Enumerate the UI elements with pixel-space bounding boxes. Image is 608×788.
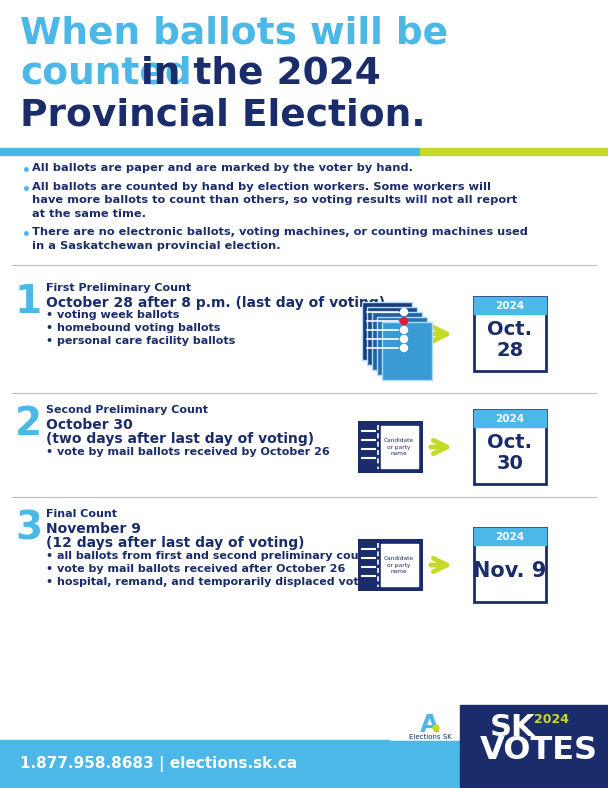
Text: • vote by mail ballots received by October 26: • vote by mail ballots received by Octob… <box>46 447 330 457</box>
Text: First Preliminary Count: First Preliminary Count <box>46 283 191 293</box>
Text: • all ballots from first and second preliminary counts: • all ballots from first and second prel… <box>46 551 378 561</box>
Text: in the 2024: in the 2024 <box>128 55 381 91</box>
Text: Second Preliminary Count: Second Preliminary Count <box>46 405 208 415</box>
Text: Candidate
or party
name: Candidate or party name <box>384 556 414 574</box>
Bar <box>420 148 608 155</box>
FancyBboxPatch shape <box>474 528 546 602</box>
Text: Elections SK: Elections SK <box>409 734 451 740</box>
Text: (two days after last day of voting): (two days after last day of voting) <box>46 432 314 446</box>
Text: SK: SK <box>490 713 536 742</box>
Text: •: • <box>22 164 31 178</box>
FancyBboxPatch shape <box>372 312 422 370</box>
Text: • personal care facility ballots: • personal care facility ballots <box>46 336 235 346</box>
FancyBboxPatch shape <box>358 539 423 591</box>
Text: There are no electronic ballots, voting machines, or counting machines used
in a: There are no electronic ballots, voting … <box>32 227 528 251</box>
Text: • vote by mail ballots received after October 26: • vote by mail ballots received after Oc… <box>46 564 345 574</box>
Text: •: • <box>22 228 31 242</box>
Text: Final Count: Final Count <box>46 509 117 519</box>
Bar <box>381 426 418 468</box>
Text: counted: counted <box>20 55 192 91</box>
Circle shape <box>401 308 407 315</box>
FancyBboxPatch shape <box>474 410 546 484</box>
FancyBboxPatch shape <box>358 421 423 473</box>
Text: Oct.
28: Oct. 28 <box>488 320 533 360</box>
Text: Nov. 9: Nov. 9 <box>473 561 547 581</box>
Text: (12 days after last day of voting): (12 days after last day of voting) <box>46 536 305 550</box>
Bar <box>474 410 546 427</box>
Circle shape <box>401 326 407 333</box>
Text: October 28 after 8 p.m. (last day of voting): October 28 after 8 p.m. (last day of vot… <box>46 296 385 310</box>
FancyBboxPatch shape <box>474 297 546 371</box>
Text: Candidate
or party
name: Candidate or party name <box>384 438 414 455</box>
Text: Provincial Election.: Provincial Election. <box>20 97 426 133</box>
Text: October 30: October 30 <box>46 418 133 432</box>
Text: 1: 1 <box>15 283 42 321</box>
Text: 2: 2 <box>15 405 42 443</box>
FancyBboxPatch shape <box>377 317 427 375</box>
Bar <box>474 297 546 314</box>
Bar <box>0 148 420 155</box>
Polygon shape <box>390 700 608 740</box>
Bar <box>460 705 608 788</box>
Circle shape <box>401 344 407 351</box>
Bar <box>474 528 546 545</box>
Text: All ballots are counted by hand by election workers. Some workers will
have more: All ballots are counted by hand by elect… <box>32 181 517 219</box>
Text: All ballots are paper and are marked by the voter by hand.: All ballots are paper and are marked by … <box>32 163 413 173</box>
Text: • voting week ballots: • voting week ballots <box>46 310 179 320</box>
Text: 2024: 2024 <box>496 531 525 541</box>
Text: 3: 3 <box>15 509 42 547</box>
Text: 2024: 2024 <box>496 414 525 423</box>
Text: • homebound voting ballots: • homebound voting ballots <box>46 323 220 333</box>
Text: 1.877.958.8683 | elections.sk.ca: 1.877.958.8683 | elections.sk.ca <box>20 756 297 772</box>
Text: VOTES: VOTES <box>480 735 598 766</box>
Text: 2024: 2024 <box>496 300 525 310</box>
Text: 2024: 2024 <box>534 713 569 726</box>
FancyBboxPatch shape <box>362 302 412 360</box>
Text: When ballots will be: When ballots will be <box>20 15 448 51</box>
Text: •: • <box>22 183 31 196</box>
FancyBboxPatch shape <box>382 322 432 380</box>
FancyBboxPatch shape <box>367 307 417 365</box>
Circle shape <box>401 318 407 325</box>
Text: • hospital, remand, and temporarily displaced voter ballots: • hospital, remand, and temporarily disp… <box>46 577 418 587</box>
Text: Oct.
30: Oct. 30 <box>488 433 533 473</box>
Bar <box>0 740 608 788</box>
Text: A: A <box>420 713 440 737</box>
Circle shape <box>401 336 407 343</box>
Bar <box>381 544 418 586</box>
Circle shape <box>433 725 439 731</box>
Text: November 9: November 9 <box>46 522 141 536</box>
